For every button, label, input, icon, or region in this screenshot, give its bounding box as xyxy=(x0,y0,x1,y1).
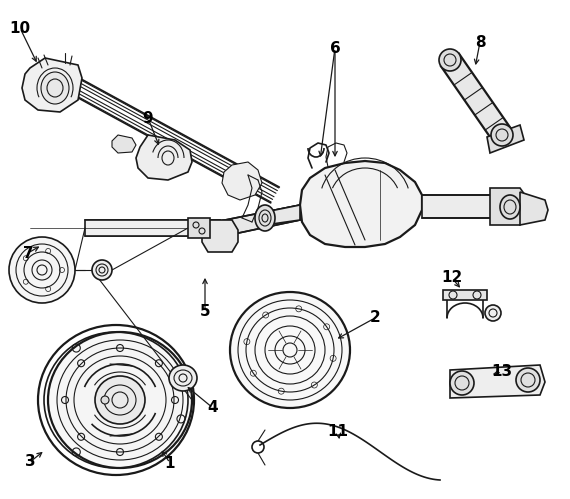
Ellipse shape xyxy=(48,332,192,468)
Polygon shape xyxy=(450,365,545,398)
Polygon shape xyxy=(490,188,525,225)
Polygon shape xyxy=(85,220,220,236)
Ellipse shape xyxy=(92,260,112,280)
Ellipse shape xyxy=(516,368,540,392)
Ellipse shape xyxy=(41,72,69,104)
Ellipse shape xyxy=(500,195,520,219)
Text: 3: 3 xyxy=(25,455,35,470)
Text: 4: 4 xyxy=(207,401,218,416)
Polygon shape xyxy=(112,135,136,153)
Polygon shape xyxy=(136,135,192,180)
Text: 5: 5 xyxy=(200,304,210,319)
Polygon shape xyxy=(202,220,238,252)
Text: 10: 10 xyxy=(10,20,31,35)
Text: 8: 8 xyxy=(475,34,485,49)
Ellipse shape xyxy=(439,49,461,71)
Text: 12: 12 xyxy=(441,270,463,285)
Polygon shape xyxy=(22,58,82,112)
Polygon shape xyxy=(215,205,300,238)
Ellipse shape xyxy=(230,292,350,408)
Ellipse shape xyxy=(101,396,109,404)
Text: 9: 9 xyxy=(142,110,153,126)
Polygon shape xyxy=(222,162,262,200)
Ellipse shape xyxy=(95,376,145,424)
Polygon shape xyxy=(441,54,511,141)
Ellipse shape xyxy=(255,205,275,231)
Text: 2: 2 xyxy=(369,310,380,325)
Text: 13: 13 xyxy=(491,364,512,380)
Text: 1: 1 xyxy=(165,456,175,471)
Text: 6: 6 xyxy=(329,40,340,55)
Polygon shape xyxy=(300,161,422,247)
Text: 7: 7 xyxy=(23,246,33,260)
Polygon shape xyxy=(188,218,210,238)
Polygon shape xyxy=(520,192,548,225)
Ellipse shape xyxy=(491,124,513,146)
Polygon shape xyxy=(422,195,520,218)
Ellipse shape xyxy=(169,365,197,391)
Ellipse shape xyxy=(9,237,75,303)
Ellipse shape xyxy=(485,305,501,321)
Ellipse shape xyxy=(450,371,474,395)
Ellipse shape xyxy=(57,340,183,460)
Polygon shape xyxy=(487,125,524,153)
Text: 11: 11 xyxy=(328,425,348,440)
Polygon shape xyxy=(443,290,487,300)
Polygon shape xyxy=(265,205,300,225)
